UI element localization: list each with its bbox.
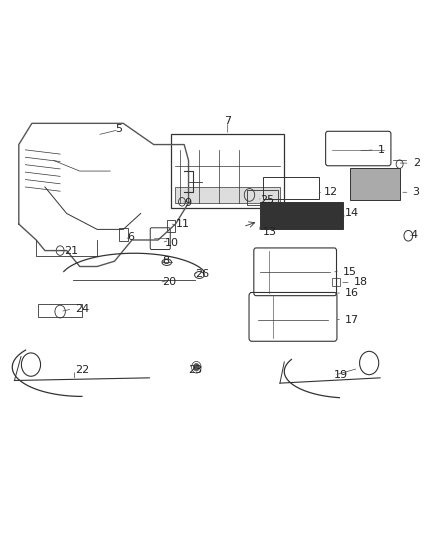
Text: 26: 26	[195, 270, 209, 279]
Bar	[350, 168, 399, 200]
Text: 24: 24	[75, 304, 90, 314]
Circle shape	[193, 364, 199, 371]
Text: 7: 7	[224, 116, 231, 126]
Text: 19: 19	[334, 370, 348, 380]
Text: 13: 13	[262, 227, 276, 237]
Text: 17: 17	[345, 314, 359, 325]
Text: 25: 25	[260, 195, 275, 205]
Text: 12: 12	[323, 187, 338, 197]
Text: 23: 23	[188, 365, 202, 375]
Text: 18: 18	[354, 277, 368, 287]
Text: 1: 1	[378, 145, 385, 155]
Bar	[39, 304, 82, 317]
Bar	[167, 220, 175, 232]
Text: 3: 3	[413, 187, 420, 197]
Text: 4: 4	[410, 230, 417, 240]
Bar	[171, 134, 284, 208]
Text: 15: 15	[343, 267, 357, 277]
Text: 5: 5	[115, 124, 122, 134]
Bar	[260, 202, 343, 229]
Text: 10: 10	[165, 238, 179, 248]
Text: 14: 14	[345, 208, 359, 219]
Text: 22: 22	[75, 365, 89, 375]
Bar	[247, 190, 278, 205]
Bar	[119, 228, 128, 241]
Text: 8: 8	[162, 256, 170, 266]
Text: 16: 16	[345, 288, 359, 298]
Text: 6: 6	[127, 232, 134, 243]
Text: 11: 11	[176, 219, 190, 229]
Text: 9: 9	[184, 198, 191, 208]
Bar	[262, 177, 319, 199]
Text: 20: 20	[162, 277, 177, 287]
Text: 2: 2	[413, 158, 420, 168]
Bar	[332, 278, 340, 286]
Text: 21: 21	[64, 246, 79, 256]
Bar	[176, 187, 280, 203]
